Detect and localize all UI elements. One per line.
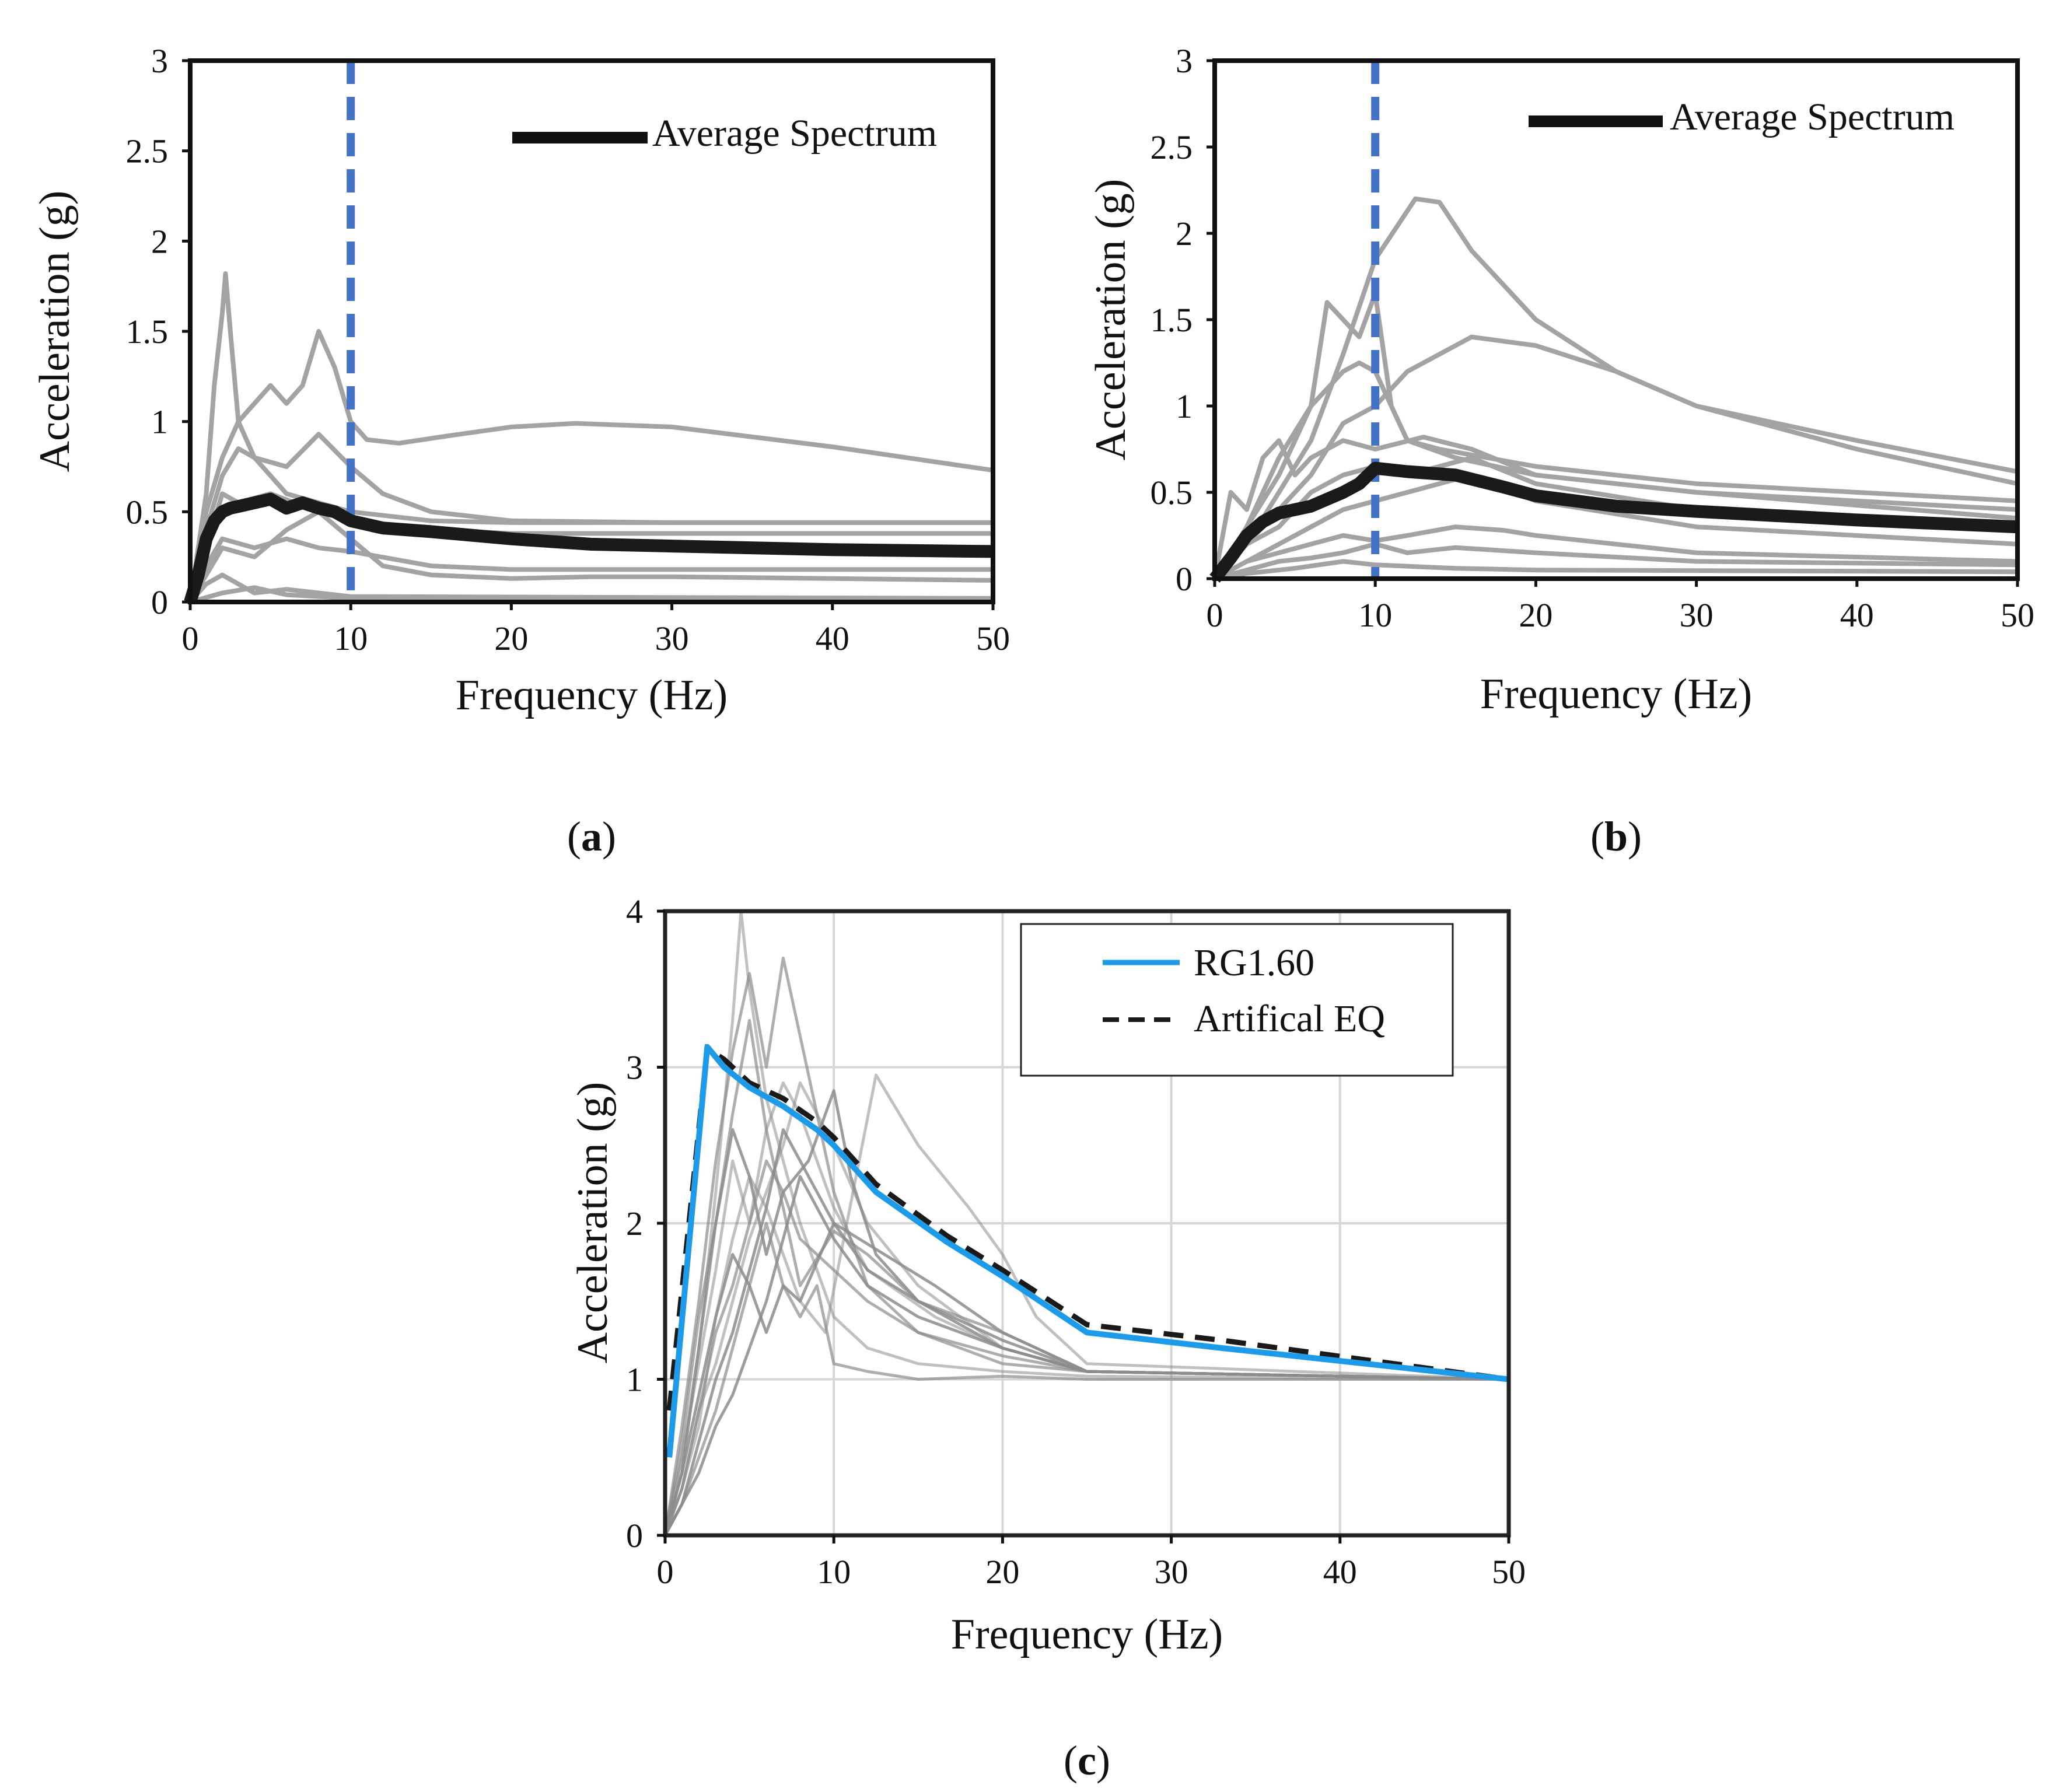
panel-a-y-tick-label: 0.5 xyxy=(126,493,169,531)
panel-c-series-line xyxy=(665,1175,1509,1535)
panel-b: 0 10 20 30 40 50 0 0.5 1 1.5 2 2.5 3 Average Spectr… xyxy=(1087,42,2034,860)
panel-c-legend-rg160-label: RG1.60 xyxy=(1194,942,1314,984)
panel-b-y-tick-label: 0.5 xyxy=(1151,474,1193,512)
panel-a-legend-label: Average Spectrum xyxy=(652,112,937,155)
panel-a-y-tick-label: 1.5 xyxy=(126,313,169,351)
panel-c-x-axis-label: Frequency (Hz) xyxy=(951,1611,1223,1658)
panel-c-series-line xyxy=(665,1159,1509,1535)
panel-a-x-tick-label: 20 xyxy=(494,620,528,657)
panel-c-series-line xyxy=(665,1081,1509,1535)
panel-b-y-tick-label: 2 xyxy=(1176,215,1193,253)
panel-b-y-tick-label: 0 xyxy=(1176,560,1193,598)
panel-a-series-line xyxy=(190,432,993,602)
panel-c-artificial-eq-line xyxy=(666,1044,1509,1411)
panel-b-y-tick-label: 1 xyxy=(1176,387,1193,425)
panel-b-y-tick-label: 3 xyxy=(1176,42,1193,80)
caption-c: (c) xyxy=(1064,1737,1110,1784)
panel-c-x-tick-label: 40 xyxy=(1323,1553,1357,1591)
panel-c-y-tick-label: 3 xyxy=(626,1049,643,1087)
panel-b-legend-label: Average Spectrum xyxy=(1670,96,1954,138)
panel-c-x-ticks: 0 10 20 30 40 50 xyxy=(657,1535,1526,1591)
panel-a-x-tick-label: 10 xyxy=(334,620,368,657)
panel-c-series-line xyxy=(665,1081,1509,1535)
panel-b-series-line xyxy=(1215,524,2017,579)
panel-b-x-axis-label: Frequency (Hz) xyxy=(1480,670,1752,718)
panel-b-x-tick-label: 10 xyxy=(1358,596,1392,634)
panel-b-series-line xyxy=(1215,435,2017,579)
panel-b-average-line xyxy=(1209,461,2018,583)
panel-c-y-tick-label: 4 xyxy=(626,892,643,930)
panel-b-x-tick-label: 40 xyxy=(1840,596,1874,634)
caption-b: (b) xyxy=(1590,813,1642,860)
panel-a-series-line xyxy=(190,536,993,602)
panel-a-y-ticks: 0 0.5 1 1.5 2 2.5 3 xyxy=(126,42,190,621)
panel-a-x-tick-label: 40 xyxy=(816,620,849,657)
panel-a-y-tick-label: 2 xyxy=(151,222,168,260)
panel-b-y-tick-label: 1.5 xyxy=(1151,301,1193,339)
panel-c-legend-artificial-label: Artifical EQ xyxy=(1194,998,1385,1040)
panel-b-x-ticks: 0 10 20 30 40 50 xyxy=(1207,579,2034,634)
panel-a: 0 10 20 30 40 50 0 0.5 1 1.5 2 2.5 3 Average Spectr… xyxy=(31,42,1010,860)
panel-c-x-tick-label: 20 xyxy=(985,1553,1019,1591)
panel-a-y-axis-label: Acceleration (g) xyxy=(31,191,79,473)
panel-a-y-tick-label: 2.5 xyxy=(126,132,169,170)
panel-c-series-line xyxy=(665,1128,1509,1535)
panel-b-x-tick-label: 50 xyxy=(2001,596,2034,634)
panel-a-series-line xyxy=(190,329,993,602)
panel-a-y-tick-label: 0 xyxy=(151,583,168,621)
panel-c-y-axis-label: Acceleration (g) xyxy=(569,1082,617,1364)
panel-c-series xyxy=(665,911,1509,1535)
panel-c-series-line xyxy=(665,911,1509,1535)
panel-b-x-tick-label: 30 xyxy=(1680,596,1714,634)
panel-b-x-tick-label: 0 xyxy=(1207,596,1223,634)
panel-c: 0 10 20 30 40 50 0 1 2 3 4 RG1.60 Artifical EQ Fr… xyxy=(569,892,1526,1784)
panel-a-x-tick-label: 30 xyxy=(655,620,689,657)
panel-a-x-axis-label: Frequency (Hz) xyxy=(456,671,728,719)
panel-c-y-tick-label: 0 xyxy=(626,1517,643,1555)
panel-a-y-tick-label: 1 xyxy=(151,403,168,441)
panel-a-x-tick-label: 50 xyxy=(976,620,1010,657)
panel-a-x-tick-label: 0 xyxy=(182,620,199,657)
panel-a-x-ticks: 0 10 20 30 40 50 xyxy=(182,602,1010,657)
panel-c-series-line xyxy=(665,1019,1509,1535)
caption-a: (a) xyxy=(567,813,616,860)
panel-c-x-tick-label: 30 xyxy=(1155,1553,1188,1591)
panel-c-y-tick-label: 1 xyxy=(626,1361,643,1399)
panel-c-y-ticks: 0 1 2 3 4 xyxy=(626,892,665,1555)
panel-b-x-tick-label: 20 xyxy=(1519,596,1553,634)
panel-b-y-ticks: 0 0.5 1 1.5 2 2.5 3 xyxy=(1151,42,1215,598)
panel-c-x-tick-label: 50 xyxy=(1492,1553,1526,1591)
panel-b-y-axis-label: Acceleration (g) xyxy=(1087,179,1135,461)
panel-c-series-line xyxy=(665,956,1509,1535)
panel-c-series-line xyxy=(665,1089,1509,1535)
panel-a-series-line xyxy=(190,509,993,602)
panel-c-series-line xyxy=(665,1222,1509,1535)
panel-c-rg160-line xyxy=(666,1044,1509,1458)
panel-a-series-line xyxy=(190,585,993,602)
panel-b-series-line xyxy=(1215,559,2017,579)
panel-b-y-tick-label: 2.5 xyxy=(1151,128,1193,166)
panel-a-average-line xyxy=(184,492,994,604)
panel-c-legend: RG1.60 Artifical EQ xyxy=(1020,923,1454,1077)
panel-c-legend-box xyxy=(1020,923,1454,1077)
panel-c-x-tick-label: 10 xyxy=(817,1553,851,1591)
panel-a-y-tick-label: 3 xyxy=(151,42,168,80)
panel-c-x-tick-label: 0 xyxy=(657,1553,674,1591)
panel-c-y-tick-label: 2 xyxy=(626,1205,643,1242)
